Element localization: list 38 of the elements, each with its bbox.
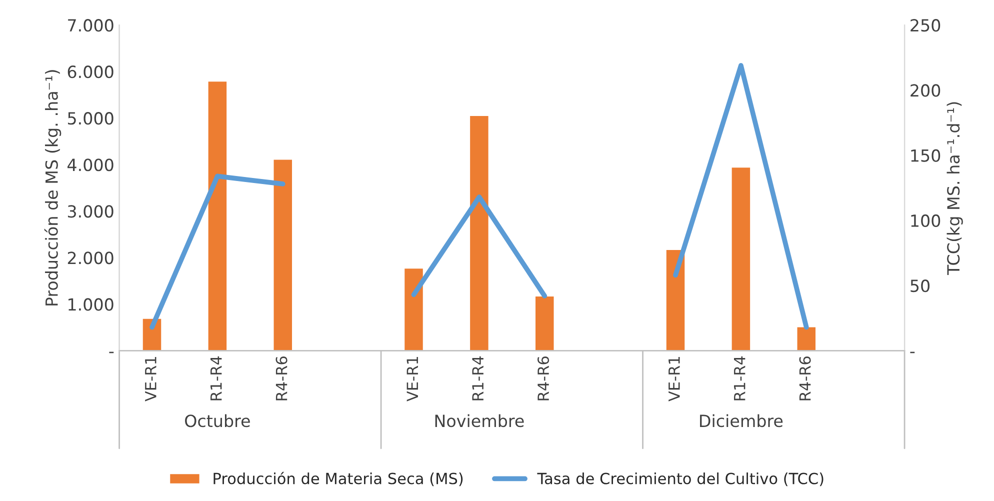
y2-tick-label: 50 (910, 280, 930, 292)
x-tick-label: R1-R4 (210, 356, 222, 400)
text: Octubre (185, 414, 250, 428)
x-tick-label: R1-R4 (472, 356, 484, 400)
y2-tick-label: 100 (911, 214, 940, 228)
y2-axis-title: TCC(kg MS. ha⁻¹.d⁻¹) (946, 102, 963, 276)
text: Diciembre (700, 414, 783, 428)
x-tick-label: VE-R1 (145, 356, 156, 402)
y-tick-label: 6.000 (68, 66, 114, 78)
x-tick-label: R1-R4 (734, 356, 746, 400)
bar (664, 248, 686, 351)
y-tick-label: 2.000 (68, 252, 114, 264)
y2-tick-label: - (910, 352, 915, 354)
y-tick-label: 4.000 (68, 158, 114, 172)
y-tick-label: 3.000 (68, 205, 114, 218)
bar (534, 295, 556, 351)
y-tick-label: - (109, 352, 114, 354)
text: Noviembre (435, 414, 524, 428)
y-axis-title: Producción de MS (kg. .ha⁻¹) (44, 70, 62, 306)
legend-label: Producción de Materia Seca (MS) (214, 472, 463, 486)
bar (403, 267, 424, 351)
bar (796, 326, 817, 351)
y-tick-label: 7.000 (68, 19, 114, 32)
y-tick-label: 5.000 (68, 112, 114, 125)
bar (272, 158, 294, 351)
y-tick-label: 1.000 (68, 298, 114, 311)
legend-label: Tasa de Crecimiento del Cultivo (TCC) (537, 472, 824, 486)
bar (730, 166, 752, 351)
y2-tick-label: 250 (910, 19, 940, 32)
bar (206, 80, 228, 351)
x-tick-label: VE-R1 (406, 356, 418, 402)
y2-tick-label: 150 (911, 149, 940, 162)
x-tick-label: VE-R1 (668, 356, 680, 402)
x-tick-label: R4-R6 (799, 356, 811, 400)
y2-tick-label: 200 (910, 84, 940, 97)
x-tick-label: R4-R6 (276, 356, 288, 400)
x-tick-label: R4-R6 (538, 356, 550, 400)
bar (468, 114, 490, 351)
